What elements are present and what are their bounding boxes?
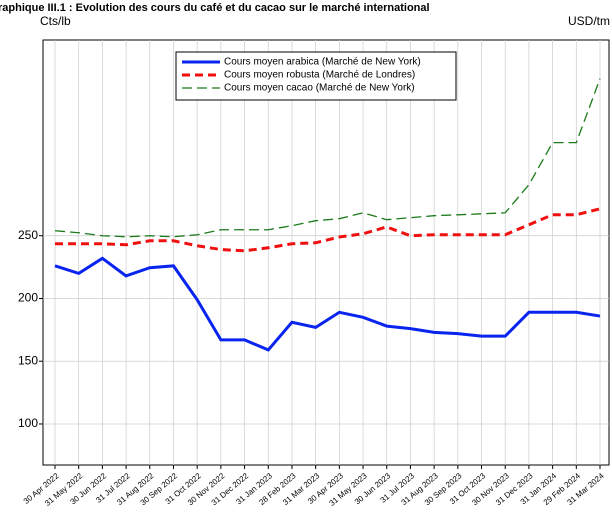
- y-tick-label: 150: [18, 353, 38, 367]
- chart-title: raphique III.1 : Evolution des cours du …: [0, 2, 430, 14]
- y-tick-label: 100: [18, 416, 38, 430]
- y-axis-label: Cts/lb: [40, 14, 71, 28]
- y2-axis-label: USD/tm: [568, 14, 610, 28]
- plot-frame: [42, 39, 610, 466]
- legend-label: Cours moyen robusta (Marché de Londres): [224, 70, 415, 81]
- y-tick-label: 250: [18, 228, 38, 242]
- series-line: [54, 78, 601, 238]
- series-line: [54, 256, 601, 352]
- legend-label: Cours moyen arabica (Marché de New York): [224, 57, 421, 68]
- legend-label: Cours moyen cacao (Marché de New York): [224, 83, 415, 94]
- y-tick-label: 200: [18, 291, 38, 305]
- legend-box: [175, 51, 457, 101]
- series-line: [55, 207, 601, 253]
